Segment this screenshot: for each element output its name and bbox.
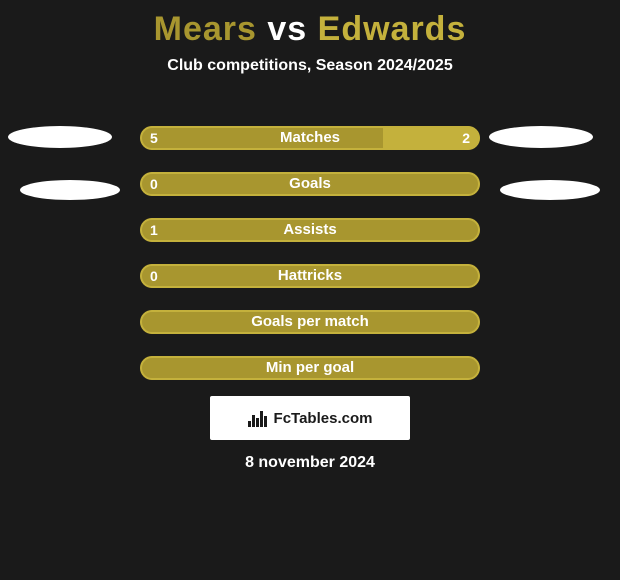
stat-label: Goals per match	[140, 310, 480, 334]
stat-row: Hattricks0	[140, 264, 480, 288]
stat-label: Assists	[140, 218, 480, 242]
barchart-icon-bar	[256, 418, 259, 427]
stats-chart: Matches52Goals0Assists1Hattricks0Goals p…	[140, 126, 480, 402]
stat-value-right: 2	[462, 126, 470, 150]
footer-date: 8 november 2024	[0, 454, 620, 472]
logo-inner: FcTables.com	[248, 409, 373, 427]
stat-label: Goals	[140, 172, 480, 196]
stat-value-left: 0	[150, 172, 158, 196]
barchart-icon-bar	[260, 411, 263, 427]
player2-photo-placeholder-1	[489, 126, 593, 148]
stat-label: Min per goal	[140, 356, 480, 380]
player1-photo-placeholder-1	[8, 126, 112, 148]
barchart-icon-bar	[252, 415, 255, 427]
barchart-icon-bar	[264, 416, 267, 427]
barchart-icon-bar	[248, 421, 251, 427]
subtitle: Club competitions, Season 2024/2025	[0, 57, 620, 75]
player2-photo-placeholder-2	[500, 180, 600, 200]
player2-name: Edwards	[318, 10, 467, 48]
stat-label: Matches	[140, 126, 480, 150]
stat-value-left: 1	[150, 218, 158, 242]
stat-row: Goals0	[140, 172, 480, 196]
stat-value-left: 5	[150, 126, 158, 150]
stat-row: Goals per match	[140, 310, 480, 334]
stat-label: Hattricks	[140, 264, 480, 288]
page-title: Mears vs Edwards	[0, 0, 620, 49]
stat-row: Matches5 2	[140, 126, 480, 150]
player1-photo-placeholder-2	[20, 180, 120, 200]
barchart-icon	[248, 409, 268, 427]
logo-text: FcTables.com	[274, 410, 373, 427]
stat-row: Min per goal	[140, 356, 480, 380]
comparison-infographic: Mears vs Edwards Club competitions, Seas…	[0, 0, 620, 580]
logo-badge: FcTables.com	[210, 396, 410, 440]
title-vs: vs	[267, 10, 307, 48]
stat-row: Assists1	[140, 218, 480, 242]
stat-value-left: 0	[150, 264, 158, 288]
player1-name: Mears	[154, 10, 257, 48]
